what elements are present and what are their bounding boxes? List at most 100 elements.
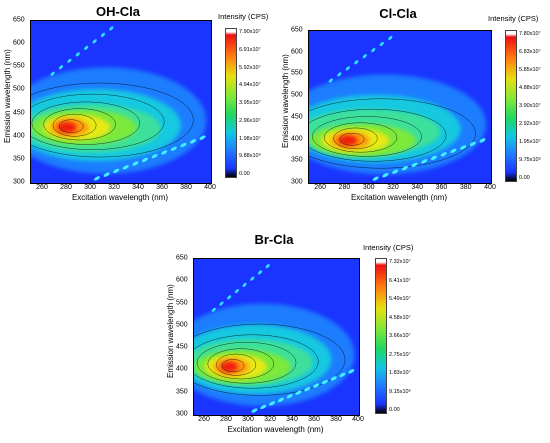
colorbar-tick-label: 0.00 — [239, 171, 250, 177]
scatter-bands — [50, 26, 206, 181]
contour-line — [31, 82, 194, 158]
colorbar-tick-label: 5.49x10⁷ — [389, 296, 411, 302]
eem-plot-area — [193, 258, 360, 416]
x-tick-label: 300 — [242, 416, 254, 423]
colorbar-title: Intensity (CPS) — [218, 12, 269, 21]
x-tick-label: 380 — [330, 416, 342, 423]
y-tick-label: 450 — [291, 113, 303, 121]
y-tick-label: 400 — [176, 365, 188, 373]
contour-line — [194, 323, 346, 396]
colorbar-tick-label: 7.80x10⁷ — [519, 31, 541, 37]
x-axis-label: Excitation wavelength (nm) — [350, 193, 448, 202]
panel-title: Br-Cla — [254, 232, 294, 247]
eem-plot-area — [30, 20, 212, 184]
y-axis-label: Emission wavelength (nm) — [3, 49, 12, 143]
contour-line — [194, 334, 319, 389]
y-tick-label: 600 — [13, 39, 25, 47]
eem-heatmap-svg — [309, 31, 491, 183]
colorbar-tick-label: 4.94x10⁷ — [239, 82, 261, 89]
y-tick-label: 650 — [291, 26, 303, 34]
x-tick-label: 300 — [362, 184, 375, 191]
colorbar-tick-label: 1.98x10⁷ — [239, 135, 261, 142]
contour-line — [58, 119, 84, 133]
x-tick-label: 320 — [264, 416, 276, 423]
colorbar-tick-label: 9.88x10⁶ — [239, 153, 261, 160]
x-tick-label: 260 — [36, 184, 48, 191]
y-axis-label: Emission wavelength (nm) — [281, 54, 290, 148]
x-tick-label: 320 — [108, 184, 120, 191]
y-tick-label: 400 — [13, 132, 25, 140]
x-tick-label: 380 — [459, 184, 472, 191]
x-tick-label: 260 — [314, 184, 326, 191]
colorbar-tick-label: 1.83x10⁷ — [389, 370, 411, 376]
colorbar-tick-label: 4.58x10⁷ — [389, 314, 411, 321]
contour-line — [339, 132, 365, 146]
colorbar-tick-label: 3.66x10⁷ — [389, 333, 411, 339]
y-tick-label: 400 — [291, 135, 303, 143]
y-tick-label: 350 — [176, 388, 188, 396]
colorbar-tick-label: 1.95x10⁷ — [519, 139, 541, 145]
contour-line — [221, 359, 245, 373]
x-tick-label: 320 — [387, 184, 399, 191]
colorbar-tick-label: 0.00 — [389, 407, 400, 413]
x-tick-label: 360 — [156, 184, 168, 191]
y-tick-label: 550 — [13, 62, 25, 70]
x-tick-label: 400 — [352, 416, 364, 423]
y-tick-label: 350 — [291, 156, 303, 164]
y-tick-label: 550 — [176, 299, 188, 307]
colorbar-tick-label: 5.92x10⁷ — [239, 64, 261, 71]
y-tick-label: 500 — [176, 321, 188, 329]
colorbar-title: Intensity (CPS) — [363, 243, 414, 252]
colorbar-tick-label: 3.90x10⁷ — [519, 103, 541, 109]
y-tick-label: 650 — [13, 16, 25, 24]
scatter-bands — [211, 264, 355, 413]
colorbar-tick-label: 2.92x10⁷ — [519, 121, 541, 127]
x-tick-label: 360 — [435, 184, 448, 191]
eem-heatmap-svg — [194, 259, 359, 415]
colorbar — [505, 30, 517, 182]
y-tick-label: 450 — [176, 343, 188, 351]
colorbar-tick-label: 9.15x10⁶ — [389, 388, 411, 395]
y-axis-label: Emission wavelength (nm) — [166, 284, 175, 378]
colorbar-tick-label: 9.75x10⁶ — [519, 157, 541, 163]
x-tick-label: 260 — [198, 416, 210, 423]
y-tick-label: 450 — [13, 109, 25, 117]
contour-line — [207, 348, 274, 380]
colorbar-tick-label: 3.95x10⁷ — [239, 100, 261, 106]
colorbar-tick-label: 7.90x10⁷ — [239, 29, 261, 35]
scatter-bands — [328, 35, 486, 181]
x-tick-label: 340 — [411, 184, 424, 191]
y-tick-label: 350 — [13, 155, 25, 163]
x-tick-label: 280 — [220, 416, 232, 423]
x-tick-label: 280 — [60, 184, 72, 191]
x-tick-label: 280 — [338, 184, 351, 191]
panel-title: OH-Cla — [95, 4, 141, 19]
y-tick-label: 600 — [176, 276, 188, 284]
contour-line — [31, 101, 141, 145]
eem-heatmap-svg — [31, 21, 211, 183]
contour-line — [31, 93, 165, 150]
y-tick-label: 650 — [176, 254, 188, 262]
x-tick-label: 300 — [84, 184, 96, 191]
y-tick-label: 600 — [291, 48, 303, 56]
panel-title: Cl-Cla — [379, 6, 417, 21]
x-tick-label: 400 — [204, 184, 216, 191]
colorbar-tick-label: 5.85x10⁷ — [519, 67, 541, 73]
contour-line — [323, 122, 398, 153]
y-tick-label: 550 — [291, 69, 303, 77]
contour-line — [309, 108, 447, 162]
x-tick-label: 360 — [308, 416, 320, 423]
eem-plot-area — [308, 30, 492, 184]
y-tick-label: 300 — [291, 178, 303, 186]
contour-line — [43, 108, 116, 141]
colorbar-tick-label: 6.91x10⁷ — [239, 46, 261, 53]
contour-line — [216, 353, 257, 376]
y-tick-label: 300 — [176, 410, 188, 418]
colorbar — [375, 258, 387, 414]
y-tick-label: 500 — [291, 91, 303, 99]
colorbar-tick-label: 6.41x10⁷ — [389, 277, 411, 284]
contour-line — [309, 98, 476, 169]
colorbar-tick-label: 7.32x10⁷ — [389, 259, 411, 265]
colorbar-tick-label: 2.96x10⁷ — [239, 117, 261, 124]
colorbar-tick-label: 0.00 — [519, 175, 530, 181]
